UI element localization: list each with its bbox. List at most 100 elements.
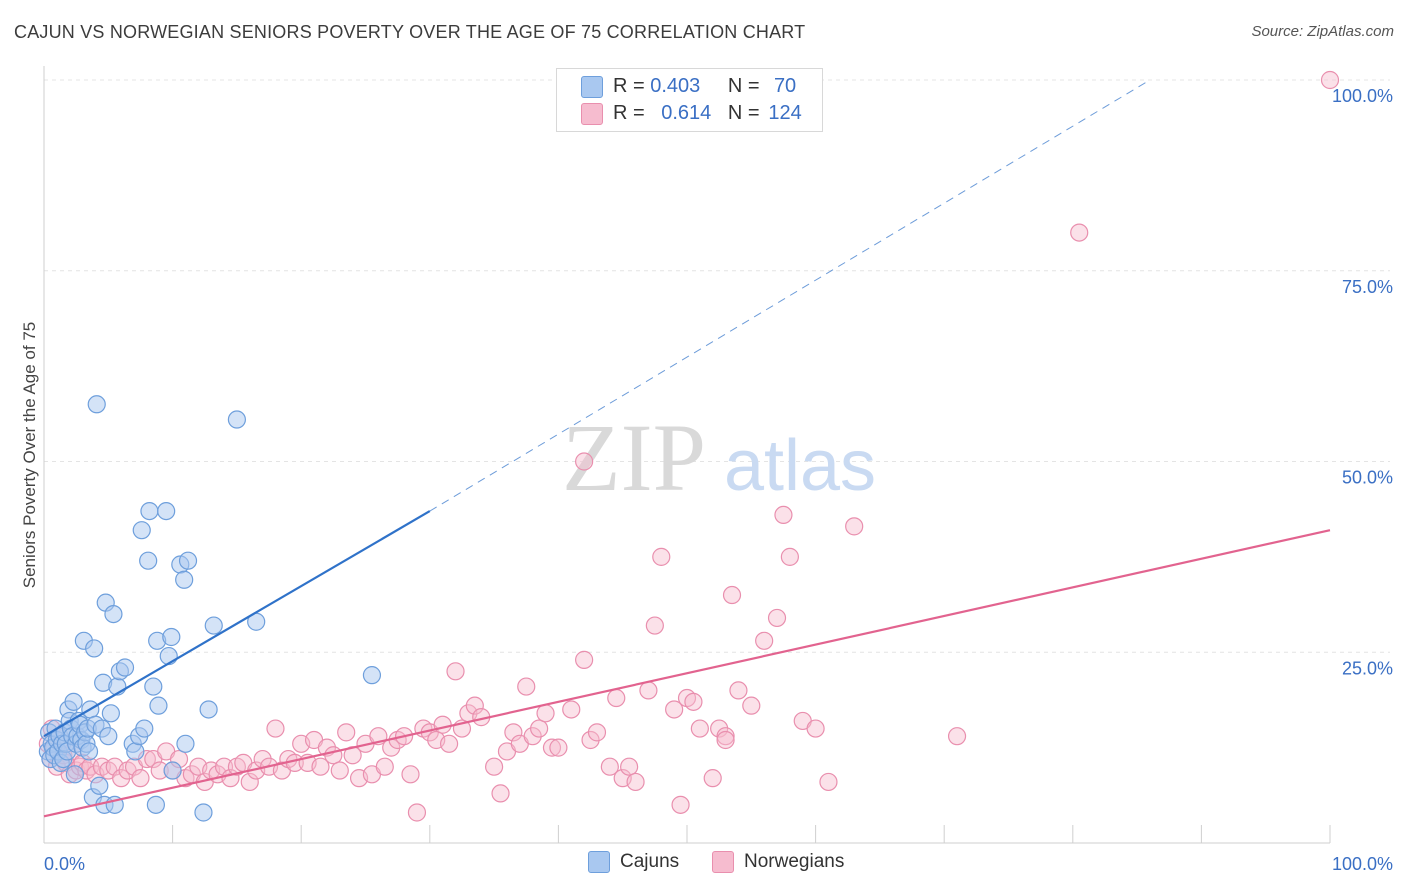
norwegian-point	[324, 746, 343, 765]
cajun-point	[135, 719, 154, 738]
cajun-point	[157, 501, 176, 521]
cajun-point	[87, 395, 106, 414]
watermark: ZIP atlas	[562, 404, 876, 511]
norwegian-point	[774, 505, 793, 525]
cajun-point	[64, 692, 83, 711]
norwegian-point	[645, 616, 664, 635]
y-tick-label: 25.0%	[1342, 658, 1393, 678]
cajun-point	[90, 776, 109, 795]
norwegian-point	[266, 719, 285, 738]
legend-row-cajun: R = 0.403 N = 70	[581, 75, 805, 101]
norwegian-point	[433, 715, 452, 734]
norwegian-point	[439, 734, 459, 753]
trend-lines	[43, 79, 1331, 818]
norwegian-point	[581, 730, 600, 750]
cajun-points	[38, 395, 382, 822]
cajun-n-label: N =	[727, 75, 760, 97]
norwegian-point	[542, 738, 562, 757]
norwegian-point	[755, 631, 774, 650]
cajun-point	[204, 616, 223, 635]
cajun-point	[139, 551, 158, 570]
cajun-n-value: 70	[773, 75, 797, 97]
correlation-legend: R = 0.403 N = 70 R = 0.614 N = 124	[556, 68, 823, 132]
cajun-point	[85, 639, 104, 658]
norwegian-point	[575, 452, 594, 471]
tick-labels: 25.0% 50.0% 75.0% 100.0% 0.0% 100.0%	[44, 86, 1393, 874]
norwegian-point	[710, 719, 729, 738]
cajun-point	[163, 761, 182, 780]
norwegian-point	[1320, 70, 1340, 90]
cajun-point	[144, 677, 163, 696]
watermark-zip: ZIP	[562, 404, 706, 511]
norwegian-point	[587, 723, 607, 742]
norwegian-n-label: N =	[727, 102, 760, 124]
norwegian-point	[536, 704, 555, 723]
norwegian-point	[845, 517, 864, 536]
cajuns-legend-swatch	[588, 851, 610, 873]
norwegian-point	[729, 681, 748, 700]
norwegian-point	[767, 608, 787, 628]
norwegian-point	[600, 757, 619, 776]
legend-item-cajuns: Cajuns	[588, 851, 679, 873]
norwegian-point	[665, 700, 684, 719]
norwegian-n-value: 124	[768, 102, 802, 124]
cajun-point	[65, 765, 84, 784]
norwegian-point	[684, 692, 703, 711]
y-tick-label: 75.0%	[1342, 277, 1393, 297]
norwegian-point	[780, 547, 799, 566]
y-tick-label: 100.0%	[1332, 86, 1393, 106]
norwegians-legend-label: Norwegians	[744, 851, 845, 873]
norwegian-point	[337, 723, 356, 742]
norwegian-point	[131, 769, 150, 788]
norwegian-point	[1070, 223, 1089, 242]
norwegian-point	[517, 677, 536, 696]
norwegian-point	[311, 757, 330, 776]
cajun-point	[146, 795, 165, 814]
norwegian-point	[575, 650, 594, 669]
norwegian-point	[703, 769, 722, 788]
norwegian-point	[549, 738, 568, 757]
cajun-point	[79, 742, 99, 761]
cajun-point	[175, 570, 194, 589]
norwegian-point	[523, 727, 542, 746]
x-tick-label: 100.0%	[1332, 854, 1393, 874]
norwegian-point	[620, 757, 639, 776]
norwegian-point	[112, 769, 131, 788]
norwegian-point	[607, 688, 626, 708]
norwegians-legend-swatch	[712, 851, 734, 873]
cajun-swatch	[581, 75, 603, 98]
norwegian-point	[806, 719, 825, 738]
norwegian-point	[504, 723, 523, 742]
legend-item-norwegians: Norwegians	[712, 851, 844, 873]
norwegian-point	[240, 772, 259, 792]
norwegian-point	[819, 772, 838, 792]
norwegian-r-label: R =	[613, 102, 645, 124]
cajun-point	[199, 700, 218, 719]
cajun-point	[176, 734, 195, 753]
norwegian-point	[446, 662, 465, 681]
cajun-point	[159, 646, 178, 666]
norwegian-point	[671, 795, 690, 814]
watermark-atlas: atlas	[724, 426, 876, 506]
cajun-point	[126, 742, 145, 761]
norwegian-point	[716, 730, 735, 750]
norwegian-point	[639, 681, 658, 700]
grid-layer	[43, 66, 1390, 844]
norwegian-point	[716, 727, 735, 746]
norwegian-trend-line	[43, 529, 1331, 818]
norwegian-point	[562, 700, 581, 719]
norwegian-r-value: 0.614	[661, 102, 712, 124]
cajun-point	[178, 551, 198, 570]
norwegian-point	[530, 719, 549, 738]
chart-title: CAJUN VS NORWEGIAN SENIORS POVERTY OVER …	[14, 22, 806, 42]
norwegian-point	[485, 757, 504, 776]
cajuns-legend-label: Cajuns	[620, 851, 680, 873]
norwegian-point	[330, 761, 349, 780]
x-tick-label: 0.0%	[44, 854, 85, 874]
norwegian-point	[722, 585, 742, 605]
cajun-point	[140, 501, 159, 521]
norwegian-point	[401, 765, 420, 784]
y-tick-label: 50.0%	[1342, 468, 1393, 488]
norwegian-point	[652, 547, 671, 566]
